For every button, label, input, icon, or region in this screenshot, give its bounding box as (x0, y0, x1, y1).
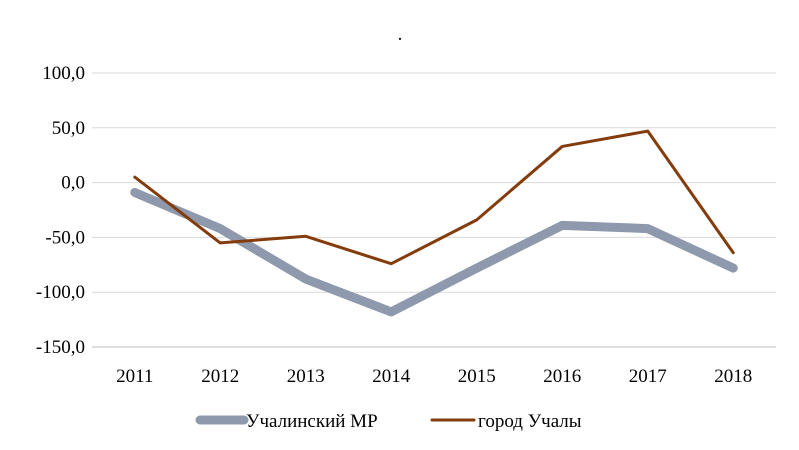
x-tick-label: 2015 (458, 366, 496, 387)
legend-label-1: Учалинский МР (246, 411, 378, 432)
y-tick-label: 0,0 (61, 173, 85, 194)
x-tick-label: 2017 (629, 366, 667, 387)
y-tick-label: -150,0 (36, 337, 85, 358)
y-tick-label: 50,0 (52, 118, 85, 139)
x-axis-tick-labels: 2011 2012 2013 2014 2015 2016 2017 2018 (116, 366, 752, 387)
legend-label-2: город Учалы (478, 411, 582, 432)
chart-title: . (398, 24, 403, 45)
series-line-2 (133, 129, 735, 266)
x-tick-label: 2013 (287, 366, 325, 387)
y-tick-label: -100,0 (36, 282, 85, 303)
x-tick-label: 2014 (372, 366, 411, 387)
x-tick-label: 2016 (543, 366, 581, 387)
y-tick-label: -50,0 (45, 227, 85, 248)
series-lines (130, 129, 738, 317)
x-tick-label: 2012 (201, 366, 239, 387)
y-tick-label: 100,0 (42, 63, 85, 84)
y-axis-tick-labels: 100,0 50,0 0,0 -50,0 -100,0 -150,0 (36, 63, 85, 358)
x-tick-label: 2011 (116, 366, 153, 387)
gridlines (92, 72, 776, 293)
x-tick-label: 2018 (714, 366, 752, 387)
legend: Учалинский МР город Учалы (195, 411, 582, 432)
series-line-1 (130, 187, 738, 317)
